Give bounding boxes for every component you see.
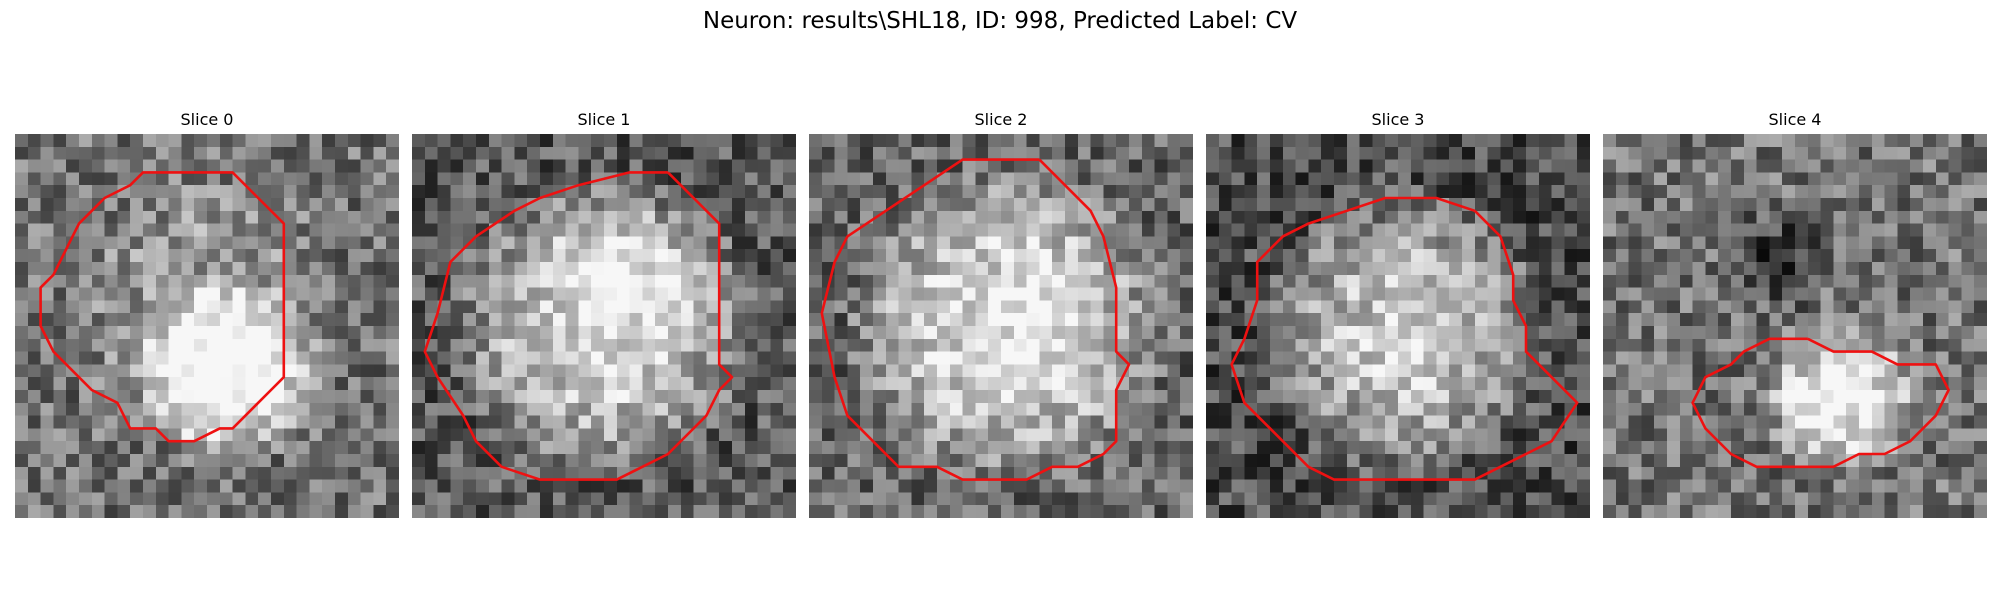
slice-panel-1: Slice 1 [412, 108, 796, 518]
slice-pixels-1 [412, 134, 796, 518]
slice-pixels-2 [809, 134, 1193, 518]
slice-pixels-3 [1206, 134, 1590, 518]
slice-image-0 [15, 134, 399, 518]
slice-panel-0: Slice 0 [15, 108, 399, 518]
slice-title-0: Slice 0 [180, 110, 234, 129]
slice-image-4 [1603, 134, 1987, 518]
slice-title-4: Slice 4 [1768, 110, 1822, 129]
slice-panel-3: Slice 3 [1206, 108, 1590, 518]
slice-pixels-4 [1603, 134, 1987, 518]
slice-image-2 [809, 134, 1193, 518]
slice-image-3 [1206, 134, 1590, 518]
slice-panel-2: Slice 2 [809, 108, 1193, 518]
slice-title-1: Slice 1 [577, 110, 631, 129]
slice-title-2: Slice 2 [974, 110, 1028, 129]
slice-title-3: Slice 3 [1371, 110, 1425, 129]
slice-panel-4: Slice 4 [1603, 108, 1987, 518]
figure-title: Neuron: results\SHL18, ID: 998, Predicte… [702, 8, 1298, 34]
slice-image-1 [412, 134, 796, 518]
slice-pixels-0 [15, 134, 399, 518]
